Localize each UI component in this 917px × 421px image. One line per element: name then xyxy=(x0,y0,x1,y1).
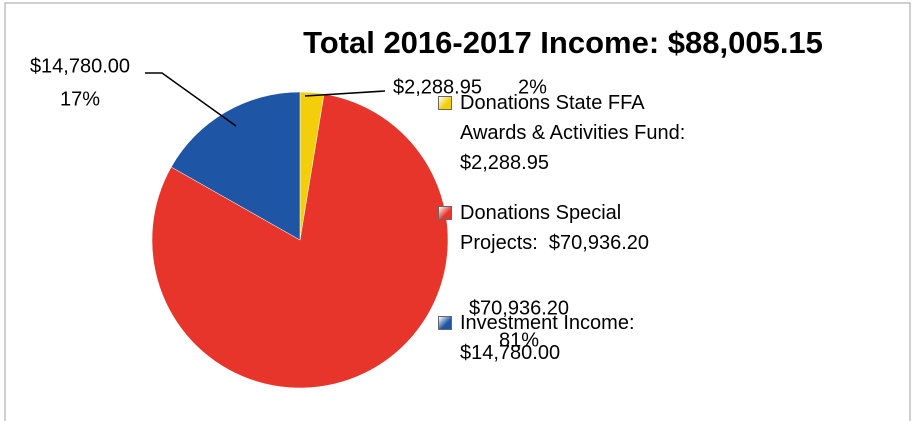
chart-title: Total 2016-2017 Income: $88,005.15 xyxy=(303,25,823,60)
leader-line xyxy=(304,90,386,97)
legend-label: Donations State FFA Awards & Activities … xyxy=(460,92,691,174)
legend-label: Donations Special Projects: $70,936.20 xyxy=(460,202,650,254)
data-label: $70,936.20 xyxy=(469,297,569,319)
data-label: $14,780.00 xyxy=(30,55,130,77)
legend-swatch xyxy=(438,96,452,110)
pie-slice xyxy=(151,93,449,389)
legend-swatch xyxy=(438,206,452,220)
percent-label: 17% xyxy=(60,88,100,110)
chart-border xyxy=(4,2,911,421)
data-label: $2,288.95 xyxy=(393,76,482,98)
pie-slice xyxy=(170,91,301,241)
legend-swatch xyxy=(438,316,452,330)
percent-label: 81% xyxy=(499,329,539,351)
legend-label: Investment Income: $14,780.00 xyxy=(460,312,641,364)
leader-line xyxy=(145,72,237,127)
percent-label: 2% xyxy=(518,76,547,98)
